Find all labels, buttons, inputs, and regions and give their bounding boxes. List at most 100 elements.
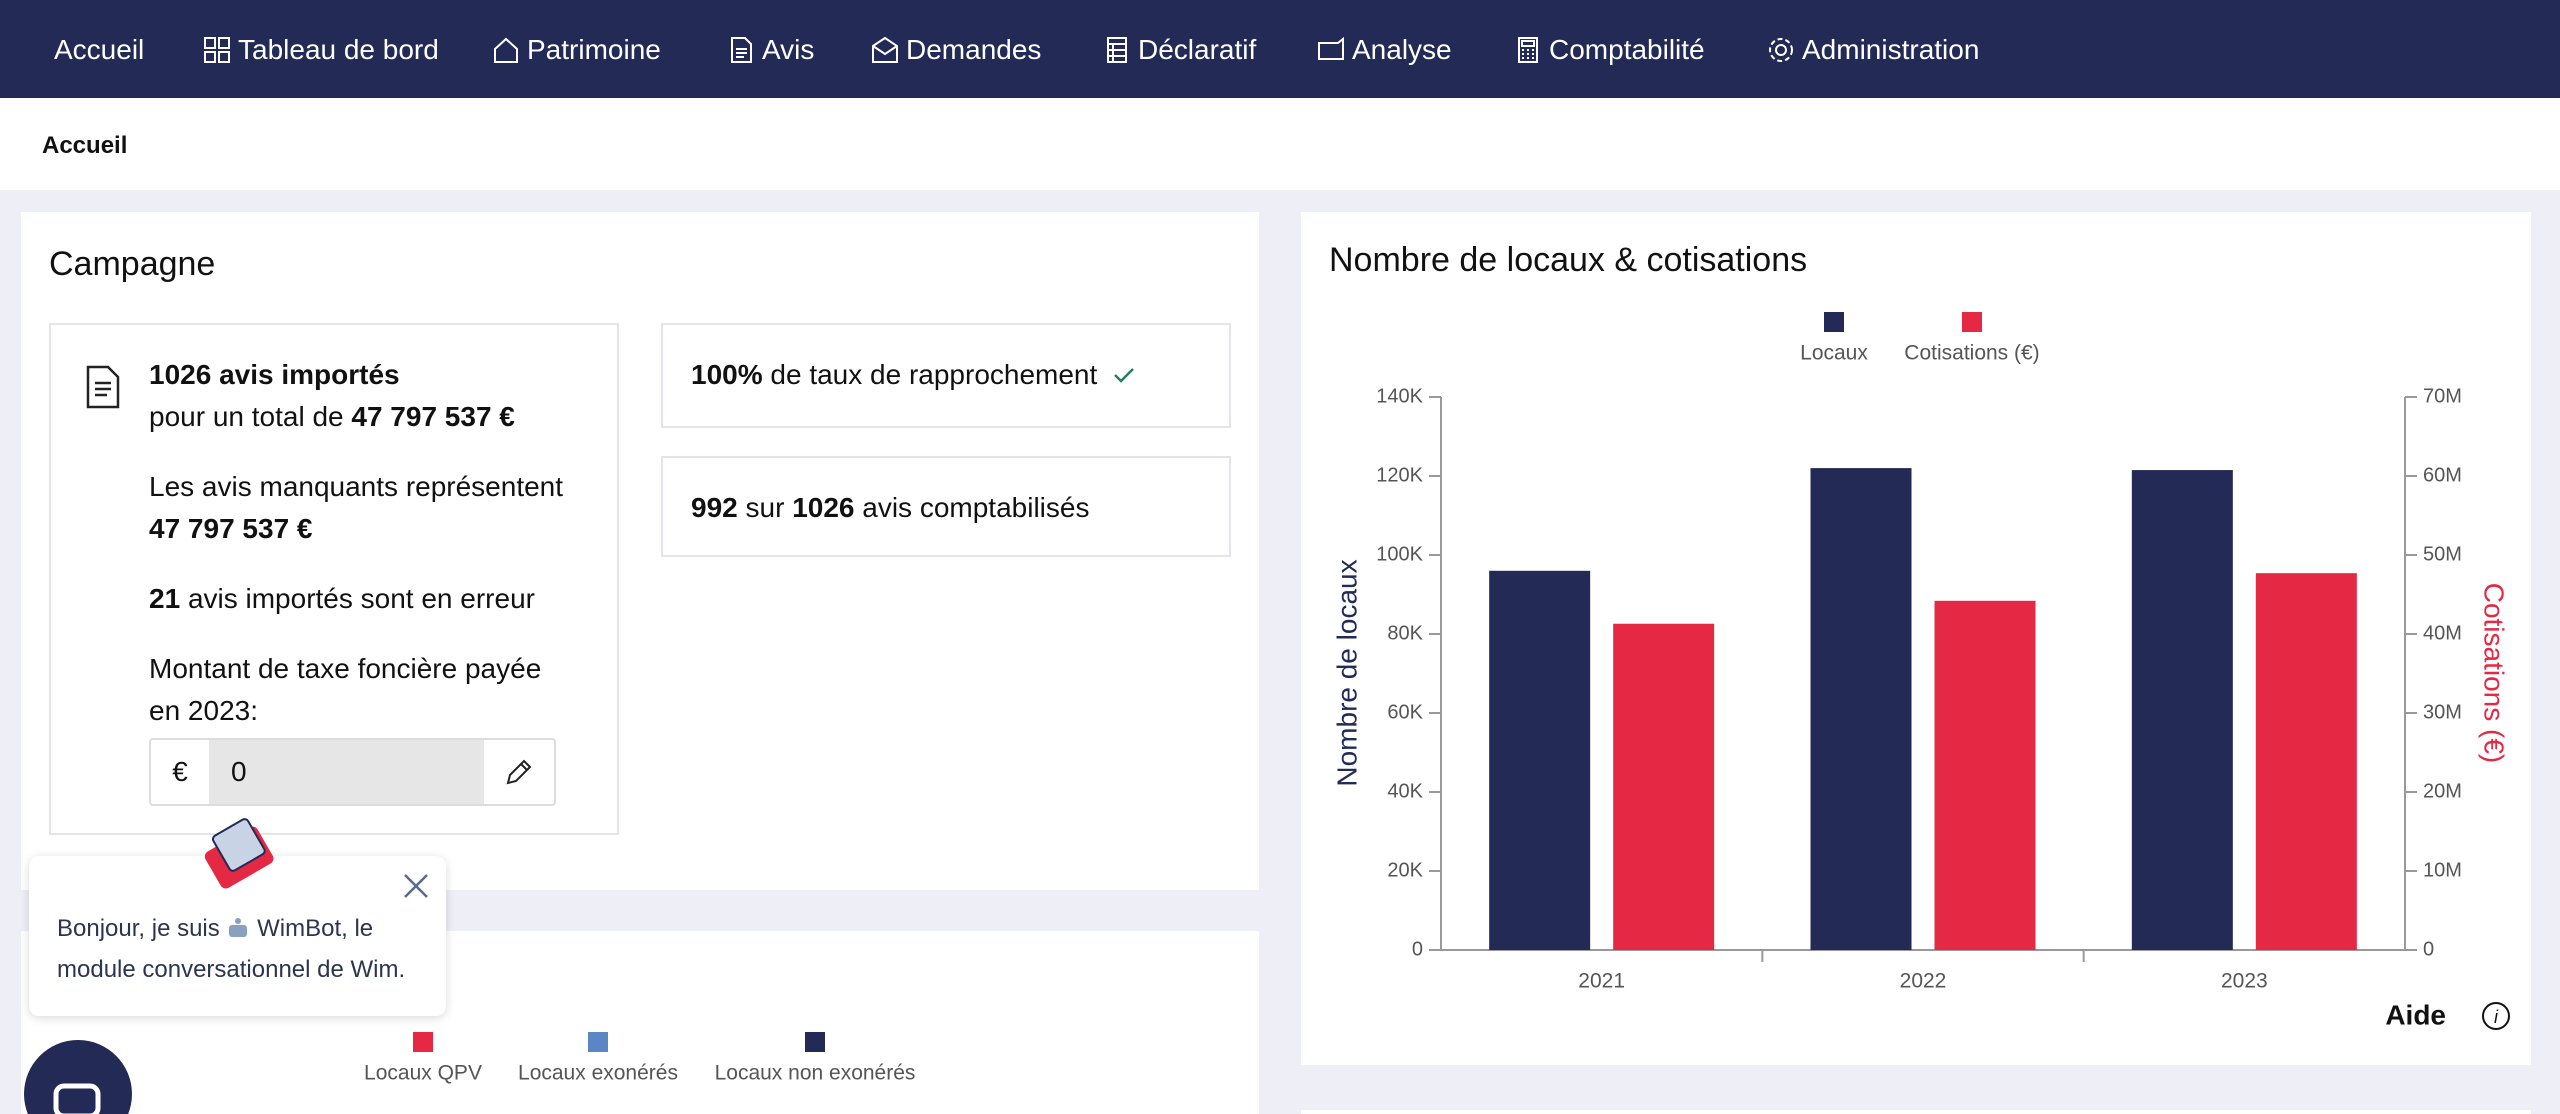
text: Bonjour, je suis (57, 915, 220, 942)
text: pour un total de (149, 401, 344, 432)
bar (2255, 573, 2357, 950)
nav-item[interactable]: Déclaratif (1102, 34, 1256, 66)
icon (731, 37, 752, 63)
chat-popup: Bonjour, je suis WimBot, le module conve… (29, 856, 446, 1016)
y2-axis-title: Cotisations (€) (2479, 583, 2510, 764)
bar (1613, 623, 1715, 950)
nav-label: Déclaratif (1138, 34, 1257, 65)
text: avis importés sont en erreur (187, 583, 535, 614)
icon (872, 36, 898, 63)
campaign-card: Campagne 1026 avis importés pour un tota… (21, 212, 1259, 890)
rate: 100% (691, 359, 763, 390)
y2-tick-label: 0 (2423, 938, 2434, 960)
text: avis comptabilisés (862, 492, 1090, 523)
legend-swatch (413, 1032, 433, 1052)
document-icon (86, 365, 120, 409)
tax-input-group: € 0 (149, 738, 556, 806)
card-title: Campagne (49, 245, 216, 283)
legend-label: Locaux QPV (364, 1062, 482, 1085)
nav-label: Comptabilité (1549, 34, 1705, 65)
nav-item[interactable]: Administration (1766, 34, 1979, 66)
legend-swatch (1962, 312, 1982, 332)
nav-label: Analyse (1352, 34, 1452, 65)
reconciliation-box: 100% de taux de rapprochement (661, 323, 1231, 428)
y2-tick-label: 40M (2423, 622, 2462, 644)
errors: 21 avis importés sont en erreur (149, 585, 535, 613)
legend-swatch (805, 1032, 825, 1052)
text: WimBot, le module conversationnel de Wim… (57, 915, 406, 983)
info-icon-glyph: i (2494, 1007, 2499, 1027)
y-tick-label: 120K (1376, 464, 1423, 486)
y2-tick-label: 70M (2423, 385, 2462, 407)
breadcrumb-bar: Accueil (0, 98, 2560, 190)
y-tick-label: 80K (1387, 622, 1423, 644)
tax-input[interactable]: 0 (209, 740, 484, 804)
next-card (1301, 1110, 2531, 1114)
y-tick-label: 100K (1376, 543, 1423, 565)
pencil-icon (506, 759, 532, 785)
x-tick-label: 2022 (1900, 970, 1947, 993)
nav-label: Demandes (906, 34, 1042, 65)
icon (1518, 37, 1538, 63)
chart-title: Nombre de locaux & cotisations (1329, 241, 1807, 279)
count: 21 (149, 583, 181, 614)
currency: € (172, 756, 188, 787)
top-nav: Accueil Tableau de bord Patrimoine Avis … (0, 0, 2560, 98)
total: 1026 (792, 492, 855, 523)
help-link[interactable]: Aide (2385, 999, 2446, 1030)
legend-swatch (588, 1032, 608, 1052)
accounted: 992 sur 1026 avis comptabilisés (691, 494, 1089, 522)
nav-item[interactable]: Avis (726, 34, 814, 66)
robot-icon (229, 918, 248, 937)
nav-item[interactable]: Patrimoine (491, 34, 661, 66)
reconciliation: 100% de taux de rapprochement (691, 361, 1135, 389)
y2-tick-label: 10M (2423, 859, 2462, 881)
edit-button[interactable] (484, 740, 554, 804)
missing-text: Les avis manquants représentent (149, 471, 564, 502)
chat-button[interactable] (24, 1040, 134, 1114)
breadcrumb[interactable]: Accueil (42, 132, 128, 159)
nav-item[interactable]: Comptabilité (1513, 34, 1705, 66)
nav-item[interactable]: Accueil (54, 34, 144, 66)
bot-avatar (204, 818, 274, 889)
icon (1318, 36, 1344, 60)
nav-label: Avis (762, 34, 815, 65)
y2-tick-label: 60M (2423, 464, 2462, 486)
check-icon (1114, 368, 1134, 383)
nav-label: Patrimoine (527, 34, 661, 65)
y2-tick-label: 20M (2423, 780, 2462, 802)
bar (1810, 468, 1912, 950)
nav-item[interactable]: Analyse (1316, 34, 1452, 66)
icon (494, 37, 518, 63)
legend-label: Locaux non exonérés (715, 1062, 916, 1085)
y-tick-label: 140K (1376, 385, 1423, 407)
text: 1026 avis importés (149, 359, 400, 390)
nav-item[interactable]: Tableau de bord (202, 34, 439, 66)
icon (204, 37, 230, 63)
tax-label: Montant de taxe foncière payée en 2023: (149, 653, 542, 726)
amount: 47 797 537 € (351, 401, 515, 432)
legend-label: Locaux (1800, 342, 1868, 365)
y-axis-title: Nombre de locaux (1331, 559, 1362, 786)
y-tick-label: 40K (1387, 780, 1423, 802)
y2-tick-label: 50M (2423, 543, 2462, 565)
count: 992 (691, 492, 738, 523)
info-icon[interactable] (2482, 1002, 2510, 1030)
bar (2131, 470, 2233, 950)
imported-total: pour un total de 47 797 537 € (149, 403, 515, 431)
import-box: 1026 avis importés pour un total de 47 7… (49, 323, 619, 835)
imported-headline: 1026 avis importés (149, 361, 400, 389)
bar (1934, 600, 2036, 950)
chat-message: Bonjour, je suis WimBot, le module conve… (57, 908, 427, 990)
y2-tick-label: 30M (2423, 701, 2462, 723)
x-tick-label: 2021 (1578, 970, 1625, 993)
nav-label: Accueil (54, 34, 145, 65)
y-tick-label: 0 (1412, 938, 1423, 960)
missing-amount: 47 797 537 € (149, 513, 313, 544)
text: sur (745, 492, 785, 523)
legend-label: Locaux exonérés (518, 1062, 678, 1085)
x-tick-label: 2023 (2221, 970, 2268, 993)
nav-item[interactable]: Demandes (870, 34, 1041, 66)
close-button[interactable] (402, 872, 430, 900)
